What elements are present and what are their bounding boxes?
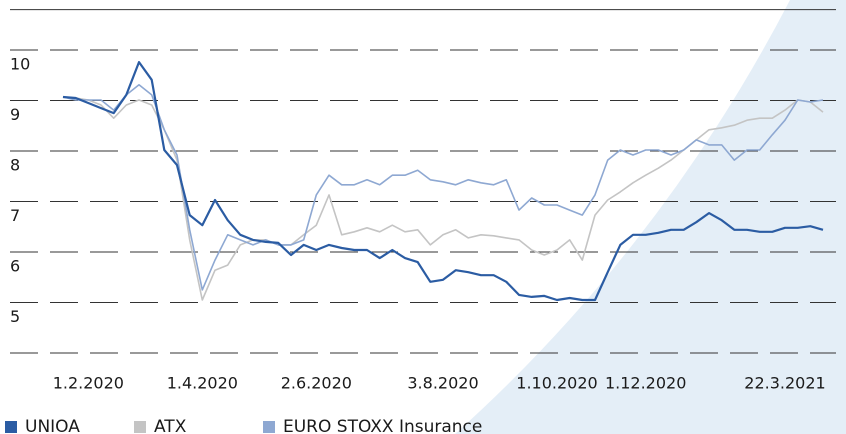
x-tick-label: 1.12.2020 [605,374,686,393]
background-shape [455,0,846,434]
y-tick-label: 8 [10,156,20,175]
legend-label: ATX [154,417,187,434]
legend-label: EURO STOXX Insurance [283,417,482,434]
series-line [62,84,824,291]
x-tick-label: 22.3.2021 [744,374,825,393]
y-tick-label: 7 [10,206,20,225]
legend-swatch [5,421,17,433]
x-tick-label: 2.6.2020 [281,374,352,393]
y-tick-label: 10 [10,55,30,74]
legend-label: UNIOA [25,417,80,434]
y-tick-label: 9 [10,105,20,124]
x-tick-label: 1.4.2020 [167,374,238,393]
series-line [62,61,824,302]
legend-swatch [134,421,146,433]
x-tick-label: 1.10.2020 [516,374,597,393]
x-tick-label: 1.2.2020 [53,374,124,393]
y-tick-label: 5 [10,307,20,326]
y-tick-label: 6 [10,257,20,276]
legend-swatch [263,421,275,433]
x-tick-label: 3.8.2020 [407,374,478,393]
